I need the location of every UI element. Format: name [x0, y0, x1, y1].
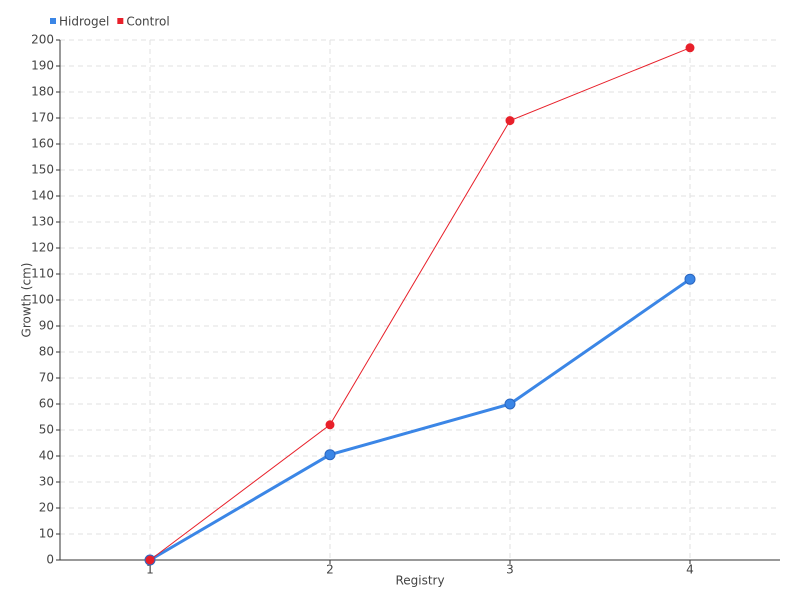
x-tick-label: 2 [326, 563, 334, 577]
y-tick-label: 60 [39, 397, 54, 411]
x-tick-label: 3 [506, 563, 514, 577]
y-tick-label: 150 [31, 163, 54, 177]
data-point [145, 555, 155, 565]
y-tick-label: 70 [39, 371, 54, 385]
series-line [149, 277, 691, 562]
data-point [504, 398, 516, 410]
y-tick-label: 160 [31, 137, 54, 151]
y-tick-label: 170 [31, 111, 54, 125]
y-tick-label: 180 [31, 85, 54, 99]
legend-label: Hidrogel [59, 15, 109, 29]
series-line [149, 47, 691, 561]
y-tick-label: 140 [31, 189, 54, 203]
y-tick-label: 190 [31, 59, 54, 73]
x-tick-label: 1 [146, 563, 154, 577]
y-tick-label: 40 [39, 449, 54, 463]
legend-swatch [117, 18, 124, 24]
y-tick-label: 110 [31, 267, 54, 281]
y-tick-label: 30 [39, 475, 54, 489]
legend-label: Control [126, 15, 169, 29]
legend-swatch [50, 18, 56, 24]
x-tick-label: 4 [686, 563, 694, 577]
y-tick-label: 50 [39, 423, 54, 437]
y-tick-label: 130 [31, 215, 54, 229]
data-point [505, 116, 515, 126]
y-tick-label: 90 [39, 319, 54, 333]
y-tick-label: 120 [31, 241, 54, 255]
data-point [685, 43, 695, 53]
y-tick-label: 80 [39, 345, 54, 359]
y-tick-label: 20 [39, 501, 54, 515]
y-tick-label: 100 [31, 293, 54, 307]
y-tick-label: 0 [46, 553, 54, 567]
y-tick-label: 200 [31, 33, 54, 47]
x-axis-label: Registry [395, 574, 444, 588]
y-tick-label: 10 [39, 527, 54, 541]
data-point [324, 449, 336, 461]
data-point [684, 273, 696, 285]
y-axis-label: Growth (cm) [20, 263, 34, 338]
data-point [325, 420, 335, 430]
